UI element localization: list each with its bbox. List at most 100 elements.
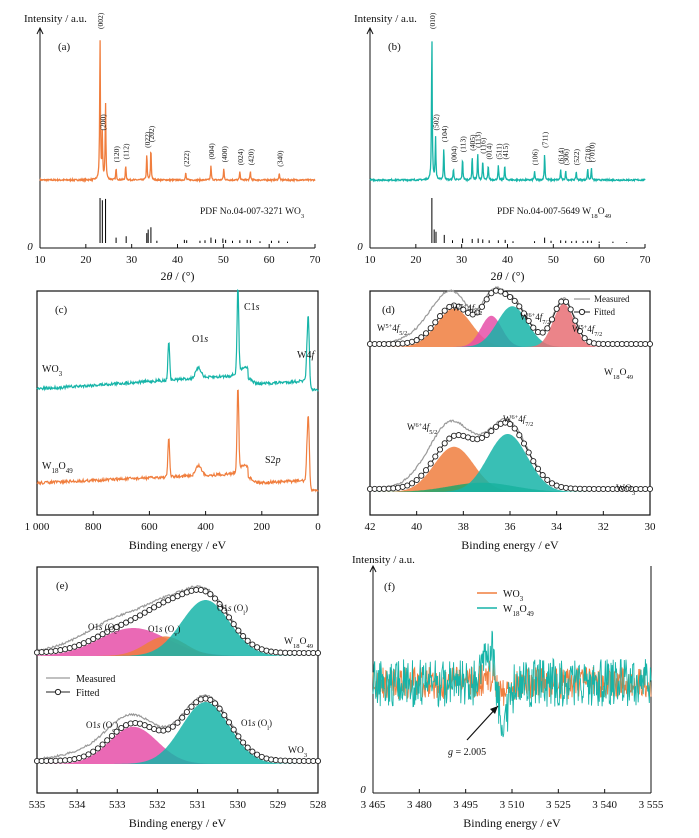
x-tick-label-part: 30 [645, 521, 657, 533]
legend-w18o49-part: W [503, 604, 513, 615]
x-tick-label-part: 530 [229, 799, 246, 811]
peak-label-w5-52: W5+4f5/2 [377, 323, 407, 337]
fitted-marker [525, 449, 532, 456]
panel-c: 1 000 800 600 400 200 0 Binding energy / eV (c)… [25, 289, 321, 552]
y-axis-title: Intensity / a.u. [354, 13, 417, 25]
peak-label-w5-72: W5+4f7/2 [572, 324, 602, 338]
peak-label-w6-72: W6+4f7/2 [520, 312, 550, 326]
x-axis-title-part: Binding energy / eV [129, 816, 227, 830]
x-axis-title: 2θ / (°) [490, 269, 524, 283]
x-tick-label: 50 [218, 254, 230, 266]
panel-label: (a) [58, 41, 71, 53]
panel-label: (b) [388, 41, 401, 53]
x-tick-label-part: 3 525 [546, 799, 571, 811]
panel-label-part: (b) [388, 41, 401, 53]
fitted-marker [520, 440, 528, 447]
panel-label-part: (a) [58, 41, 71, 53]
x-tick-label-part: 3 510 [500, 799, 525, 811]
x-tick-label: 800 [85, 521, 102, 533]
panel-label-part: (e) [56, 580, 69, 592]
panel-label: (d) [382, 304, 395, 316]
x-axis-title: Binding energy / eV [129, 816, 227, 830]
legend-fitted: Fitted [594, 307, 616, 317]
fitted-marker [113, 624, 120, 631]
g-value-label-part: g [448, 747, 453, 758]
fitted-marker [506, 293, 514, 301]
peak-label-ol-upper: O1s (Ol) [217, 603, 248, 617]
x-tick-label-part: 34 [551, 521, 563, 533]
x-tick-label: 528 [310, 799, 327, 811]
x-axis-title-part: Binding energy / eV [463, 816, 561, 830]
fitted-marker [216, 705, 223, 712]
peak-label: (340) [275, 150, 284, 167]
fitted-marker [240, 739, 247, 746]
series-label-wo3-part: 3 [304, 752, 308, 759]
x-tick-label-part: 3 480 [407, 799, 432, 811]
peak-label-oc-lower-part: O1 [86, 720, 97, 730]
fitted-marker [240, 633, 247, 640]
component-peak [37, 600, 318, 656]
panel-label: (f) [384, 581, 395, 593]
x-tick-label-part: 533 [109, 799, 126, 811]
x-tick-label-part: 400 [197, 521, 214, 533]
legend-measured: Measured [594, 294, 630, 304]
annot-s2p-part: p [275, 455, 281, 466]
fitted-marker [408, 480, 416, 487]
g-arrow-head [490, 706, 498, 714]
fitted-marker [572, 317, 579, 324]
x-tick-label: 3 555 [639, 799, 664, 811]
fitted-marker [188, 703, 195, 710]
series-label-wo3: WO3 [288, 746, 308, 759]
peak-label-w6-72-part: 6+ [529, 312, 536, 319]
peak-label-ol-upper-part: ) [245, 603, 248, 613]
y-zero-label-part: 0 [357, 241, 363, 253]
x-tick-label: 70 [640, 254, 652, 266]
peak-label: (202) [147, 125, 156, 142]
peak-label: (415) [501, 143, 510, 160]
fitted-marker [441, 440, 448, 447]
x-tick-label: 42 [365, 521, 376, 533]
pdf-label-b: PDF No.04-007-5649 W18O49 [497, 207, 612, 220]
series-label-wo3-part: 3 [59, 370, 63, 378]
peak-label-w5-52-part: f [397, 323, 401, 333]
peak-label: (112) [122, 143, 131, 159]
x-tick-label: 3 495 [453, 799, 478, 811]
panel-label-part: (c) [55, 304, 68, 316]
x-tick-label-part: 40 [411, 521, 423, 533]
peak-label-oc-lower-part: ) [115, 720, 118, 730]
x-tick-label: 1 000 [25, 521, 50, 533]
peak-label-w6-72b-part: 4 [518, 414, 523, 424]
fitted-marker [169, 723, 176, 730]
peak-label-w6-52-part: 5/2 [429, 429, 437, 436]
x-tick-label: 40 [411, 521, 423, 533]
annot-s2p-part: S2 [265, 455, 276, 466]
fitted-marker [646, 340, 654, 348]
x-axis-title: Binding energy / eV [129, 538, 227, 552]
y-axis-title: Intensity / a.u. [352, 554, 415, 566]
peak-label-ol-lower-part: l [267, 725, 269, 732]
x-tick-label: 600 [141, 521, 158, 533]
pdf-label-b-part: 18 [591, 213, 598, 220]
y-zero-label-part: 0 [27, 241, 33, 253]
peak-label-ov-upper-part: (O [163, 624, 175, 634]
fitted-marker [534, 465, 542, 472]
x-tick-label: 30 [645, 521, 657, 533]
peak-label-ov-upper: O1s (Ov) [148, 624, 180, 638]
peak-label-w5-72-part: 7/2 [594, 331, 602, 338]
fitted-marker [427, 325, 434, 332]
fitted-marker [460, 306, 467, 313]
x-tick-label: 3 525 [546, 799, 571, 811]
x-axis-title: Binding energy / eV [463, 816, 561, 830]
peak-label-oc-lower-part: c [112, 727, 115, 734]
x-tick-label-part: 30 [126, 254, 138, 266]
legend-w18o49-part: O [519, 604, 526, 615]
peak-label-ol-upper-part: s [228, 603, 232, 613]
x-tick-label-part: 1 000 [25, 521, 50, 533]
x-axis-title-part: Binding energy / eV [129, 538, 227, 552]
x-tick-label-part: 60 [264, 254, 276, 266]
pdf-label-a-part: PDF No.04-007-3271 WO [200, 207, 301, 217]
component-peak [37, 702, 318, 764]
x-tick-label: 535 [29, 799, 46, 811]
x-tick-label-part: 40 [172, 254, 184, 266]
